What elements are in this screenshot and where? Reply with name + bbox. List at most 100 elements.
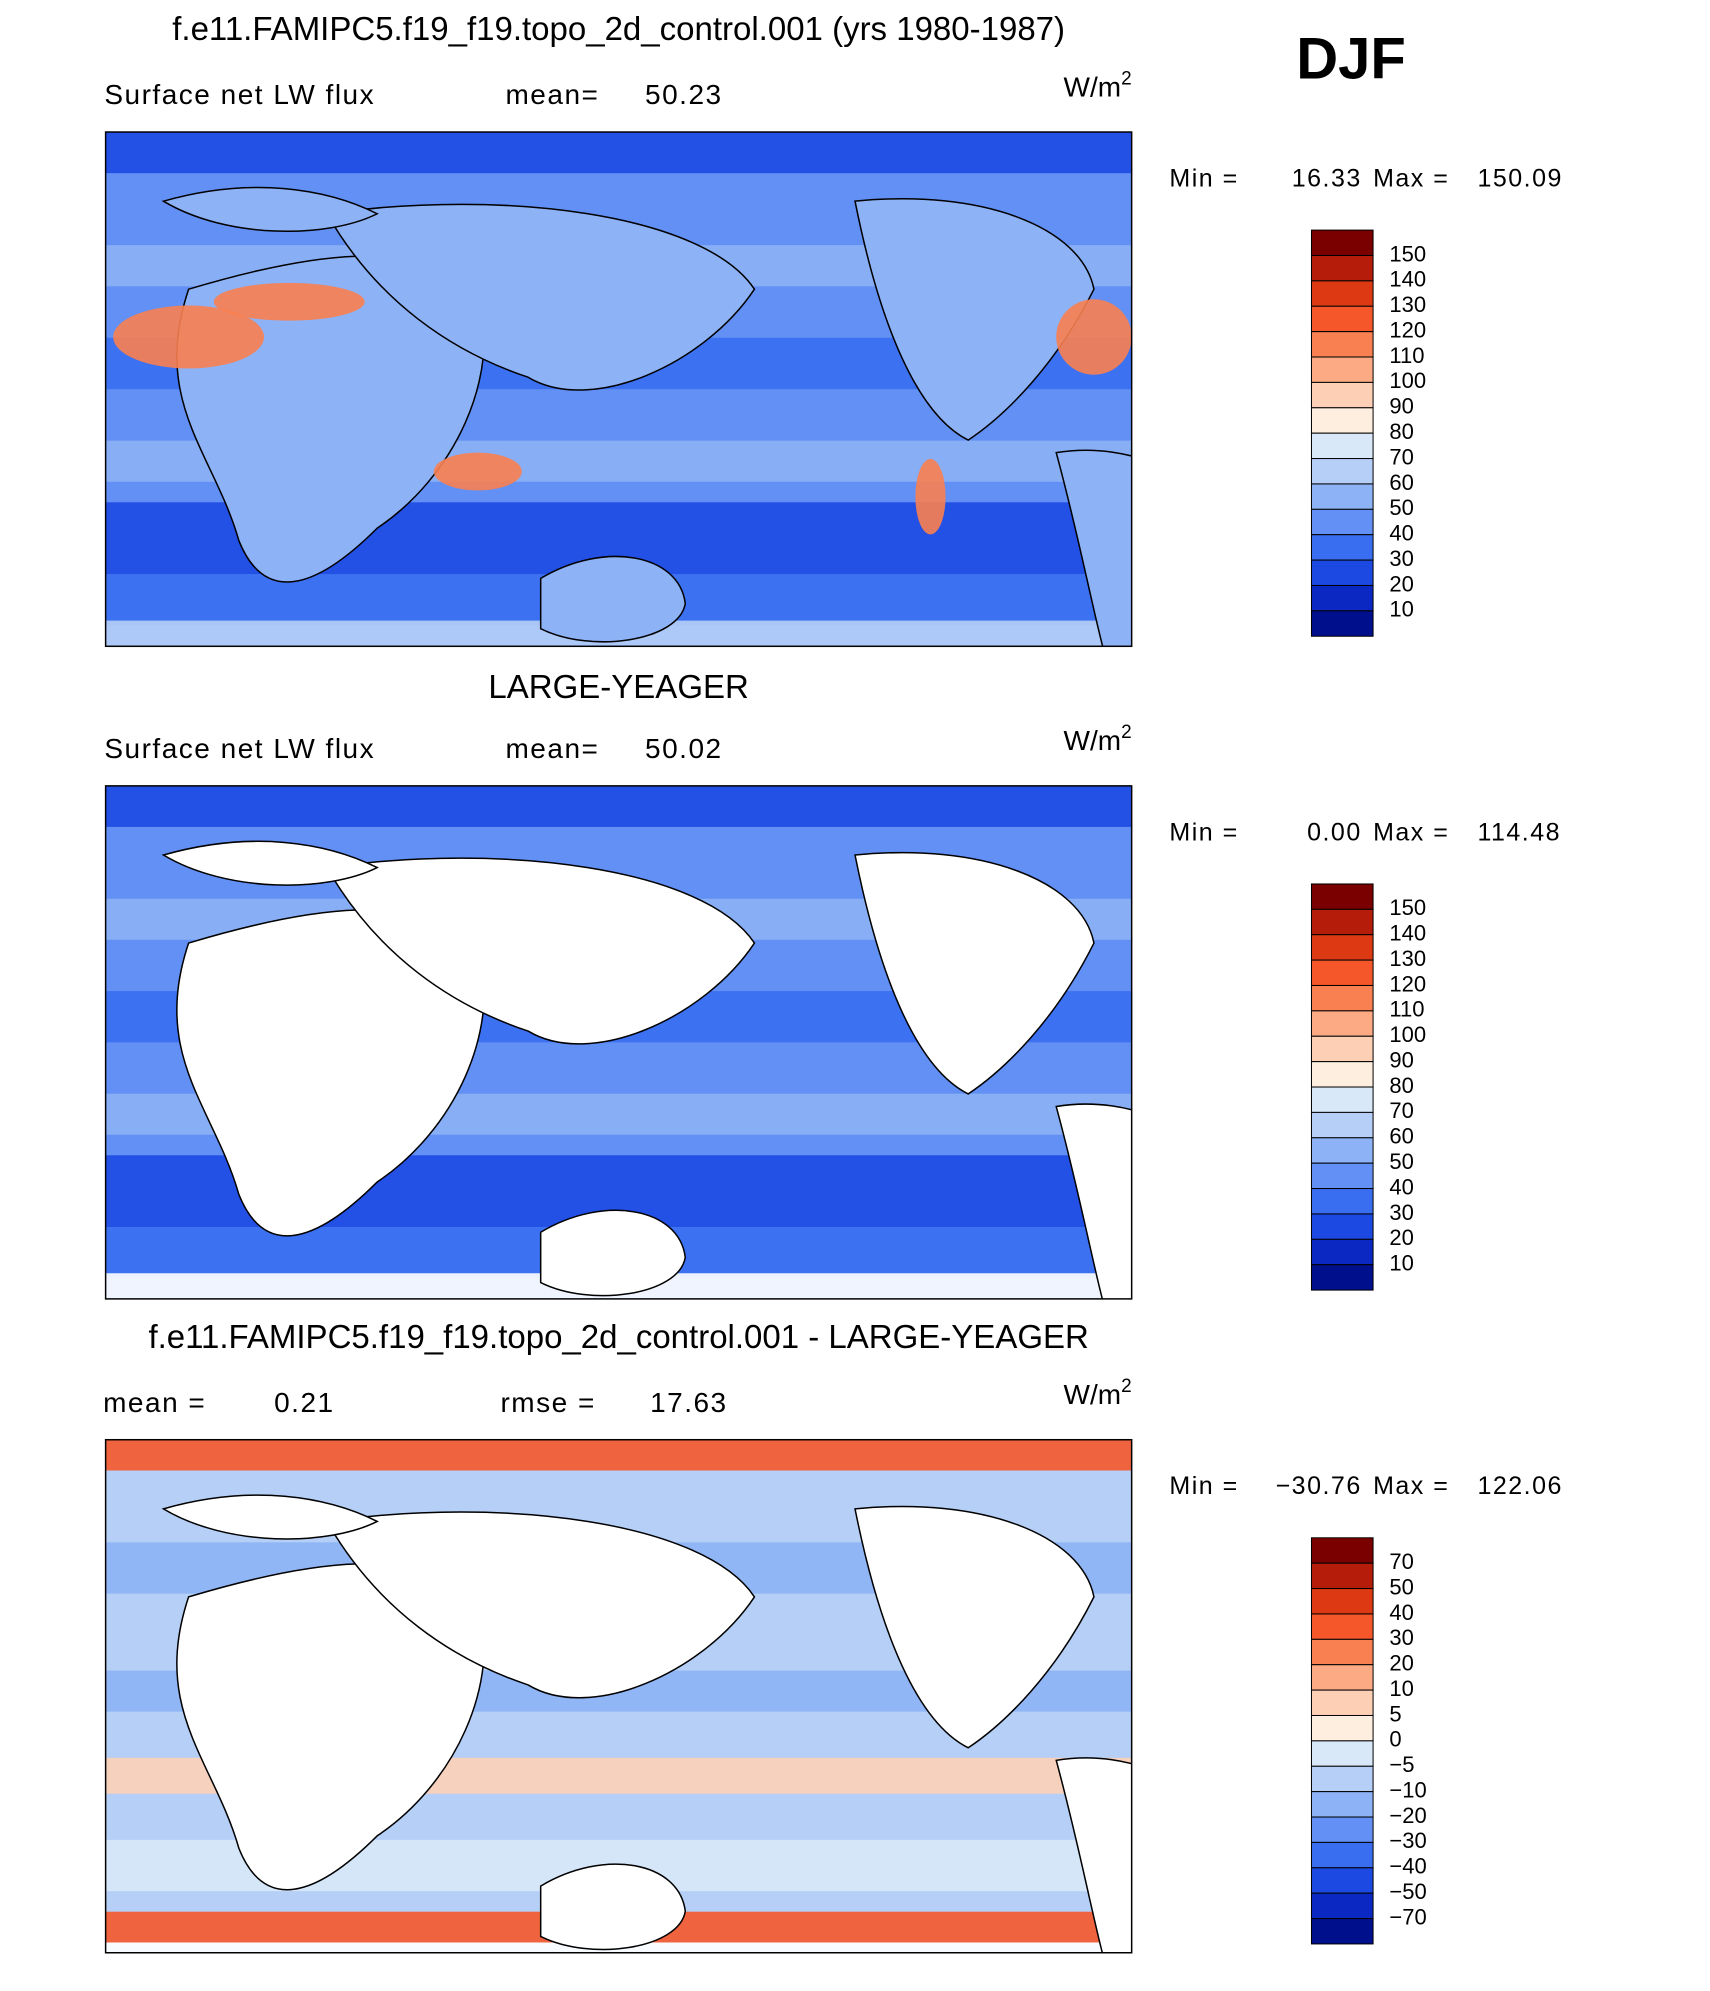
- colorbar-label: 10: [1389, 597, 1413, 622]
- units: W/m2: [1064, 1376, 1132, 1410]
- colorbar-label: −40: [1389, 1854, 1426, 1879]
- continent: [854, 851, 1095, 1095]
- colorbar-label: 120: [1389, 317, 1426, 342]
- colorbar-label: 60: [1389, 470, 1413, 495]
- stat-label: mean=: [505, 733, 599, 764]
- colorbar-label: 60: [1389, 1124, 1413, 1149]
- min-label: Min =: [1169, 164, 1238, 192]
- stat-label: mean=: [505, 79, 599, 110]
- panel-title: f.e11.FAMIPC5.f19_f19.topo_2d_control.00…: [148, 1318, 1088, 1355]
- min-value: 0.00: [1307, 818, 1362, 846]
- colorbar-swatch: [1310, 1638, 1374, 1666]
- colorbar-swatch: [1310, 1841, 1374, 1869]
- colorbar-swatch: [1310, 1111, 1374, 1139]
- colorbar-label: 40: [1389, 521, 1413, 546]
- continent: [1055, 1103, 1131, 1299]
- colorbar-label: 90: [1389, 1047, 1413, 1072]
- warm-region: [213, 282, 365, 321]
- colorbar-swatch: [1310, 1816, 1374, 1843]
- stat-value: 50.02: [645, 733, 723, 764]
- colorbar-swatch: [1310, 534, 1374, 561]
- colorbar-swatch: [1310, 1918, 1374, 1945]
- min-label: Min =: [1169, 1472, 1238, 1500]
- colorbar-label: 110: [1389, 343, 1424, 368]
- map-band: [106, 132, 1131, 174]
- colorbar-swatch: [1310, 1664, 1374, 1691]
- colorbar-label: 70: [1389, 1098, 1413, 1123]
- colorbar-label: 110: [1389, 997, 1424, 1022]
- colorbar-label: 20: [1389, 571, 1413, 596]
- colorbar-label: 10: [1389, 1251, 1413, 1276]
- colorbar-swatch: [1310, 908, 1374, 936]
- max-label: Max =: [1373, 164, 1449, 192]
- colorbar-swatch: [1310, 1086, 1374, 1113]
- continent: [161, 186, 379, 233]
- colorbar-label: 80: [1389, 419, 1413, 444]
- colorbar-label: 80: [1389, 1073, 1413, 1098]
- colorbar-label: 50: [1389, 1574, 1413, 1599]
- colorbar-swatch: [1310, 381, 1374, 409]
- colorbar-swatch: [1310, 1264, 1374, 1291]
- colorbar-swatch: [1310, 610, 1374, 637]
- stat-label: Surface net LW flux: [104, 733, 375, 764]
- colorbar-label: −5: [1389, 1752, 1414, 1777]
- continent: [539, 1863, 687, 1951]
- units-base: W/m: [1064, 1379, 1122, 1410]
- colorbar-swatch: [1310, 254, 1374, 282]
- max-value: 114.48: [1477, 818, 1561, 846]
- units-exponent: 2: [1121, 1376, 1132, 1397]
- colorbar-swatch: [1310, 984, 1374, 1012]
- continent: [1055, 449, 1131, 646]
- colorbar-label: 140: [1389, 267, 1426, 292]
- stat-label: mean =: [103, 1387, 206, 1418]
- continent: [325, 857, 756, 1045]
- colorbar-swatch: [1310, 1162, 1374, 1190]
- units: W/m2: [1064, 722, 1132, 756]
- continent: [854, 198, 1095, 441]
- stat-value: 50.23: [645, 79, 723, 110]
- warm-region: [113, 305, 265, 369]
- colorbar-swatch: [1310, 1740, 1374, 1767]
- colorbar-swatch: [1310, 1689, 1374, 1716]
- colorbar-label: 0: [1389, 1727, 1401, 1752]
- map: [106, 786, 1131, 1299]
- colorbar-label: −10: [1389, 1777, 1426, 1802]
- colorbar-swatch: [1310, 1035, 1374, 1063]
- colorbar-swatch: [1310, 1588, 1374, 1615]
- colorbar-swatch: [1310, 356, 1374, 383]
- colorbar-swatch: [1310, 229, 1374, 256]
- map-band: [106, 786, 1131, 827]
- units: W/m2: [1064, 68, 1132, 102]
- continent: [161, 840, 379, 886]
- colorbar-label: 100: [1389, 368, 1426, 393]
- map-frame: [104, 1438, 1133, 1954]
- colorbar-label: 150: [1389, 895, 1426, 920]
- panel-title: f.e11.FAMIPC5.f19_f19.topo_2d_control.00…: [172, 10, 1065, 47]
- continent: [325, 203, 756, 391]
- colorbar-swatch: [1310, 1791, 1374, 1818]
- max-value: 150.09: [1477, 164, 1562, 192]
- min-value: 16.33: [1292, 164, 1362, 192]
- stat-value: 0.21: [274, 1387, 335, 1418]
- colorbar-label: 10: [1389, 1676, 1413, 1701]
- units-base: W/m: [1064, 726, 1122, 757]
- stat-label: rmse =: [500, 1387, 595, 1418]
- colorbar-swatch: [1310, 559, 1374, 586]
- colorbar-label: 70: [1389, 1549, 1413, 1574]
- colorbar-label: 90: [1389, 394, 1413, 419]
- colorbar-label: 70: [1389, 444, 1413, 469]
- colorbar-label: 40: [1389, 1600, 1413, 1625]
- continent: [539, 1209, 687, 1297]
- colorbar-swatch: [1310, 934, 1374, 961]
- units-exponent: 2: [1121, 722, 1132, 743]
- map: [106, 132, 1131, 646]
- colorbar-label: 120: [1389, 971, 1426, 996]
- colorbar-label: 20: [1389, 1225, 1413, 1250]
- colorbar-swatch: [1310, 483, 1374, 510]
- map-frame: [104, 785, 1133, 1300]
- max-label: Max =: [1373, 1472, 1449, 1500]
- colorbar-swatch: [1310, 331, 1374, 358]
- colorbar-swatch: [1310, 1765, 1374, 1793]
- colorbar-label: 30: [1389, 1200, 1413, 1225]
